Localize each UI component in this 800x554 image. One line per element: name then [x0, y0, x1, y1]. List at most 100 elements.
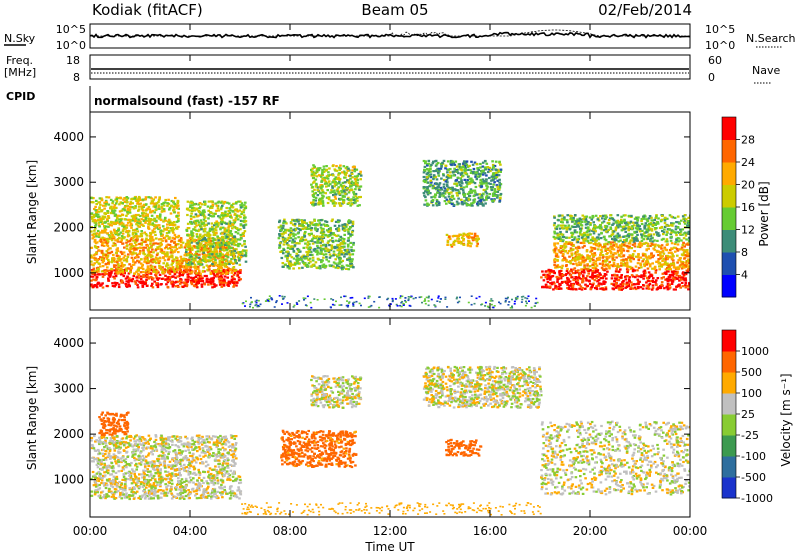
heatmap-cell-3802 — [446, 160, 450, 163]
beam-title: Beam 05 — [361, 1, 428, 19]
heatmap-cell-1256 — [121, 242, 124, 245]
heatmap-cell-399 — [181, 274, 184, 277]
heatmap-cell-2085 — [206, 249, 209, 252]
heatmap-cell-1832 — [148, 220, 152, 223]
heatmap-cell-2465 — [216, 207, 220, 210]
heatmap-cell-4555 — [542, 273, 545, 276]
heatmap-cell-1856 — [126, 207, 130, 210]
heatmap-cell-2870 — [358, 188, 361, 191]
heatmap-cell-4398 — [589, 282, 592, 286]
heatmap-cell-3526 — [498, 200, 501, 203]
heatmap-cell-2851 — [327, 198, 331, 201]
heatmap-cell-1691 — [121, 232, 125, 235]
heatmap-cell-4070 — [422, 186, 426, 189]
heatmap-cell-2763 — [315, 184, 318, 187]
heatmap-cell-3987 — [447, 200, 450, 203]
heatmap-cell-28 — [101, 275, 105, 278]
heatmap-cell-209 — [111, 282, 114, 285]
heatmap-cell-952 — [108, 237, 111, 240]
heatmap-cell-3730 — [448, 192, 451, 196]
heatmap-cell-4148 — [459, 233, 463, 236]
heatmap-cell-1064 — [137, 261, 141, 264]
heatmap-cell-2932 — [331, 236, 334, 239]
heatmap-cell-3257 — [351, 222, 355, 225]
heatmap-cell-116 — [127, 272, 131, 275]
heatmap-cell-1506 — [166, 220, 170, 223]
heatmap-cell-4626 — [671, 277, 675, 280]
heatmap-cell-4167 — [470, 242, 473, 245]
heatmap-cell-1619 — [136, 224, 140, 227]
heatmap-cell-1701 — [159, 213, 162, 216]
heatmap-cell-4918 — [581, 259, 585, 262]
heatmap-cell-2856 — [311, 201, 315, 204]
heatmap-cell-2131 — [206, 238, 210, 241]
heatmap-cell-4357 — [556, 278, 559, 281]
heatmap-cell-3770 — [452, 197, 456, 200]
heatmap-cell-679 — [101, 261, 105, 264]
heatmap-cell-4455 — [578, 277, 581, 280]
heatmap-cell-3314 — [307, 224, 310, 227]
heatmap-cell-1834 — [136, 202, 139, 205]
heatmap-cell-2795 — [354, 195, 358, 198]
heatmap-cell-4567 — [570, 287, 574, 290]
heatmap-cell-2827 — [351, 176, 354, 179]
heatmap-cell-2040 — [202, 239, 206, 242]
heatmap-cell-2653 — [319, 199, 323, 202]
heatmap-cell-2845 — [317, 202, 320, 205]
heatmap-cell-1782 — [103, 228, 107, 231]
heatmap-cell-516 — [210, 259, 213, 262]
heatmap-cell-2330 — [215, 226, 218, 229]
heatmap-cell-1195 — [166, 251, 169, 254]
heatmap-cell-3421 — [345, 249, 349, 252]
heatmap-cell-882 — [112, 253, 115, 256]
heatmap-cell-4181 — [624, 275, 627, 278]
heatmap-cell-4591 — [541, 270, 544, 273]
heatmap-cell-4296 — [685, 269, 689, 272]
heatmap-cell-3080 — [341, 223, 344, 226]
heatmap-cell-192 — [184, 278, 188, 281]
heatmap-cell-1268 — [143, 240, 147, 243]
heatmap-cell-900 — [170, 240, 173, 243]
heatmap-cell-344 — [186, 273, 189, 276]
heatmap-cell-2670 — [344, 186, 348, 189]
heatmap-cell-4647 — [549, 269, 553, 272]
heatmap-cell-347 — [96, 283, 99, 286]
heatmap-cell-2509 — [224, 260, 228, 263]
heatmap-cell-491 — [217, 271, 220, 274]
heatmap-cell-2881 — [346, 187, 349, 190]
heatmap-cell-2420 — [226, 242, 229, 245]
heatmap-cell-4336 — [631, 270, 635, 273]
heatmap-cell-1441 — [120, 217, 123, 221]
heatmap-cell-840 — [149, 242, 152, 246]
heatmap-cell-1531 — [128, 208, 132, 211]
heatmap-cell-2270 — [203, 230, 207, 233]
heatmap-cell-3947 — [457, 202, 460, 205]
heatmap-cell-4641 — [667, 275, 671, 279]
heatmap-cell-3701 — [455, 200, 459, 203]
heatmap-cell-820 — [165, 245, 168, 248]
heatmap-cell-565 — [90, 256, 93, 259]
heatmap-cell-3272 — [293, 240, 296, 243]
heatmap-cell-2175 — [231, 243, 234, 246]
heatmap-cell-1847 — [92, 216, 96, 219]
heatmap-cell-4056 — [474, 185, 478, 189]
heatmap-cell-4518 — [596, 269, 600, 272]
heatmap-cell-1298 — [208, 265, 211, 268]
heatmap-cell-1083 — [217, 263, 220, 267]
heatmap-cell-2539 — [219, 201, 223, 204]
heatmap-cell-3409 — [332, 265, 335, 268]
heatmap-cell-3768 — [432, 170, 435, 173]
heatmap-cell-1039 — [168, 237, 171, 240]
heatmap-cell-4105 — [445, 233, 449, 236]
heatmap-cell-2146 — [185, 229, 189, 232]
heatmap-cell-2863 — [327, 180, 331, 183]
heatmap-cell-1329 — [100, 197, 103, 200]
heatmap-cell-1053 — [171, 266, 175, 269]
heatmap-cell-4416 — [655, 288, 659, 291]
heatmap-cell-295 — [235, 284, 238, 287]
heatmap-cell-1093 — [144, 246, 147, 249]
heatmap-cell-2407 — [192, 228, 195, 231]
heatmap-cell-1267 — [214, 271, 218, 274]
heatmap-cell-1094 — [178, 266, 181, 269]
heatmap-cell-4788 — [553, 263, 556, 267]
